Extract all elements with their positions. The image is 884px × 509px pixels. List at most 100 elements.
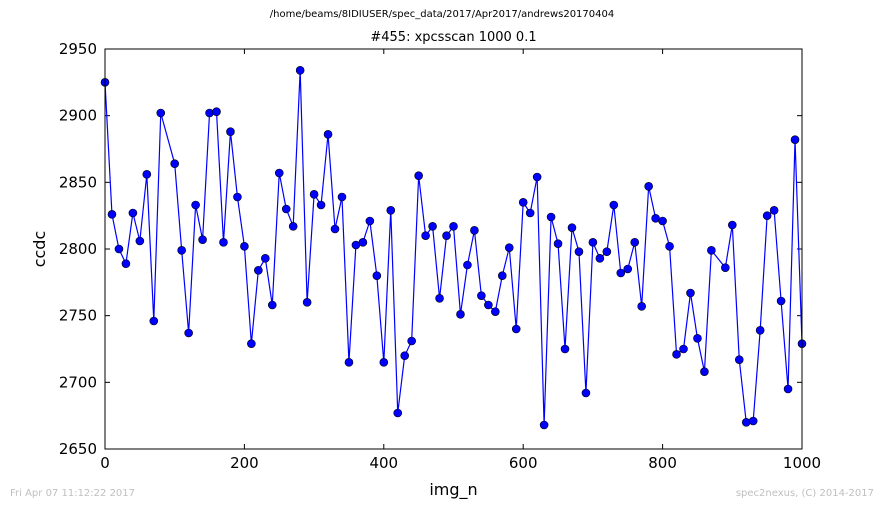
x-tick-label: 600 — [509, 454, 538, 472]
data-point — [741, 418, 751, 427]
data-point — [484, 300, 493, 310]
data-point — [281, 204, 291, 214]
data-point — [337, 192, 347, 202]
data-point — [581, 388, 591, 398]
data-point — [686, 288, 695, 298]
data-point — [205, 108, 214, 118]
data-point — [588, 238, 598, 247]
data-point — [128, 208, 138, 218]
data-point — [532, 172, 542, 182]
data-point — [567, 223, 577, 232]
x-tick-label: 0 — [100, 454, 110, 472]
data-point — [330, 224, 340, 234]
y-tick-label: 2850 — [59, 173, 97, 191]
y-tick-label: 2800 — [59, 240, 97, 258]
data-point — [574, 247, 584, 256]
data-point — [623, 264, 633, 274]
x-tick-label: 400 — [369, 454, 398, 472]
data-point — [393, 408, 403, 418]
data-point — [755, 326, 765, 335]
y-tick-label: 2950 — [59, 40, 97, 58]
file-path-title: /home/beams/8IDIUSER/spec_data/2017/Apr2… — [269, 9, 615, 20]
data-point — [539, 420, 549, 430]
x-tick-label: 200 — [230, 454, 259, 472]
data-point — [191, 200, 200, 210]
data-point — [323, 130, 333, 139]
tick-labels: 0 200 400 600 800 1000 2650 2700 2750 2800 2850 290… — [59, 40, 821, 472]
data-point — [790, 135, 800, 144]
data-point — [198, 235, 207, 244]
data-point — [477, 291, 486, 300]
data-point — [247, 339, 256, 348]
data-point — [421, 231, 430, 240]
data-point — [721, 263, 730, 272]
data-point — [135, 236, 145, 246]
data-point — [435, 294, 444, 303]
data-point — [407, 336, 416, 346]
data-point — [149, 316, 159, 326]
y-axis-label: ccdc — [30, 231, 49, 268]
data-point — [177, 246, 186, 255]
data-point — [226, 127, 235, 136]
data-point — [504, 243, 514, 252]
data-point — [616, 268, 626, 278]
data-point — [274, 168, 284, 178]
data-point — [644, 182, 653, 191]
data-point — [762, 211, 772, 220]
data-point — [769, 206, 779, 215]
data-point — [665, 242, 674, 251]
data-point — [386, 206, 396, 215]
data-point — [560, 344, 570, 354]
x-tick-label: 800 — [648, 454, 677, 472]
data-point — [240, 242, 249, 251]
data-point — [302, 298, 312, 307]
x-tick-label: 1000 — [783, 454, 821, 472]
data-point — [233, 192, 242, 202]
data-point — [727, 220, 737, 230]
data-point — [707, 246, 716, 255]
data-point — [344, 358, 354, 367]
data-point — [553, 239, 563, 248]
series-line — [104, 70, 803, 426]
data-point — [637, 302, 646, 311]
data-point — [121, 259, 131, 268]
data-point — [700, 367, 709, 376]
data-point — [288, 222, 298, 231]
data-point — [372, 271, 382, 280]
data-point — [184, 328, 193, 338]
data-point — [400, 351, 410, 360]
y-tick-label: 2650 — [59, 440, 97, 458]
data-point — [658, 216, 667, 226]
data-point — [748, 416, 758, 426]
data-point — [316, 200, 326, 210]
data-point — [679, 344, 688, 354]
data-point — [525, 208, 535, 218]
data-point — [491, 307, 500, 316]
data-point — [358, 238, 368, 247]
data-point — [595, 254, 605, 263]
data-point — [142, 170, 152, 179]
data-point — [449, 222, 458, 231]
data-point — [267, 300, 277, 310]
data-point — [518, 198, 528, 207]
y-tick-label: 2700 — [59, 373, 97, 391]
data-point — [602, 247, 612, 256]
data-point — [672, 350, 681, 359]
y-tick-label: 2900 — [59, 107, 97, 125]
data-point — [107, 210, 117, 219]
plot-frame — [104, 48, 803, 450]
data-point — [546, 212, 556, 222]
data-point — [254, 266, 263, 275]
y-tick-label: 2750 — [59, 307, 97, 325]
data-point — [212, 107, 221, 116]
data-point — [114, 244, 124, 254]
data-point — [470, 226, 479, 235]
chart-title: #455: xpcsscan 1000 0.1 — [370, 30, 537, 45]
data-point — [609, 200, 619, 210]
data-point — [156, 108, 166, 118]
data-point — [497, 271, 507, 280]
data-point — [365, 216, 375, 226]
data-point — [463, 260, 472, 270]
data-points — [100, 66, 807, 430]
